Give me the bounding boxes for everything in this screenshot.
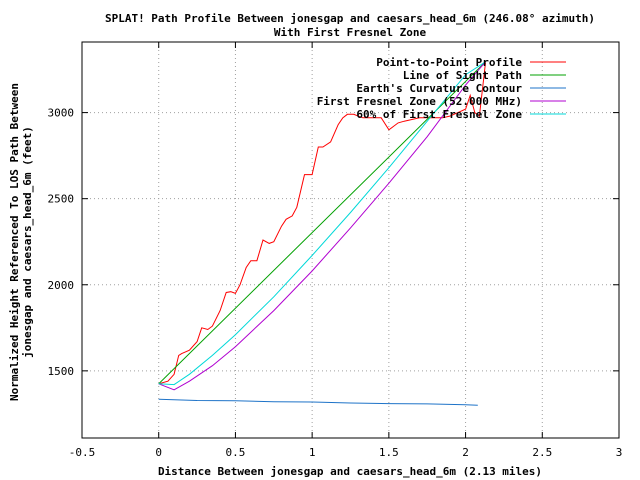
y-tick-labels: 1500 2000 2500 3000 <box>48 107 75 378</box>
legend-entry: Line of Sight Path <box>403 69 566 82</box>
legend-label: Line of Sight Path <box>403 69 522 82</box>
x-tick-label: 1 <box>309 446 316 459</box>
series-lines <box>158 61 486 406</box>
series-line-first-fresnel-zone-52-000-mhz <box>158 61 486 391</box>
x-tick-label: 0.5 <box>225 446 245 459</box>
legend-label: 60% of First Fresnel Zone <box>356 108 522 121</box>
grid <box>82 42 619 438</box>
chart-title: SPLAT! Path Profile Between jonesgap and… <box>105 12 595 25</box>
y-tick-label: 2500 <box>48 193 75 206</box>
legend-label: Point-to-Point Profile <box>376 56 522 69</box>
series-line-earth-s-curvature-contour <box>158 398 478 406</box>
plot-frame <box>81 41 620 439</box>
series-line-60-of-first-fresnel-zone <box>158 61 486 386</box>
x-tick-label: 0 <box>155 446 162 459</box>
legend-entry: 60% of First Fresnel Zone <box>356 108 566 121</box>
legend-entry: Earth's Curvature Contour <box>356 82 566 95</box>
x-axis-label: Distance Between jonesgap and caesars_he… <box>158 465 542 478</box>
x-tick-label: 3 <box>616 446 623 459</box>
ticks <box>81 42 620 438</box>
y-axis-label: Normalized Height Referenced To LOS Path… <box>8 83 34 401</box>
x-tick-label: 1.5 <box>379 446 399 459</box>
x-tick-label: 2.5 <box>532 446 552 459</box>
chart-subtitle: With First Fresnel Zone <box>274 26 427 39</box>
series-line-line-of-sight-path <box>158 61 486 385</box>
y-tick-label: 2000 <box>48 279 75 292</box>
x-tick-label: 2 <box>462 446 469 459</box>
legend-label: First Fresnel Zone (52.000 MHz) <box>317 95 522 108</box>
legend-entry: First Fresnel Zone (52.000 MHz) <box>317 95 566 108</box>
legend-entry: Point-to-Point Profile <box>376 56 566 69</box>
y-axis-label-line-2: jonesgap and caesars_head_6m (feet) <box>21 126 34 358</box>
x-tick-labels: -0.5 0 0.5 1 1.5 2 2.5 3 <box>69 446 623 459</box>
x-tick-label: -0.5 <box>69 446 96 459</box>
y-tick-label: 1500 <box>48 365 75 378</box>
y-axis-label-line-1: Normalized Height Referenced To LOS Path… <box>8 83 21 401</box>
y-tick-label: 3000 <box>48 107 75 120</box>
legend-label: Earth's Curvature Contour <box>356 82 522 95</box>
